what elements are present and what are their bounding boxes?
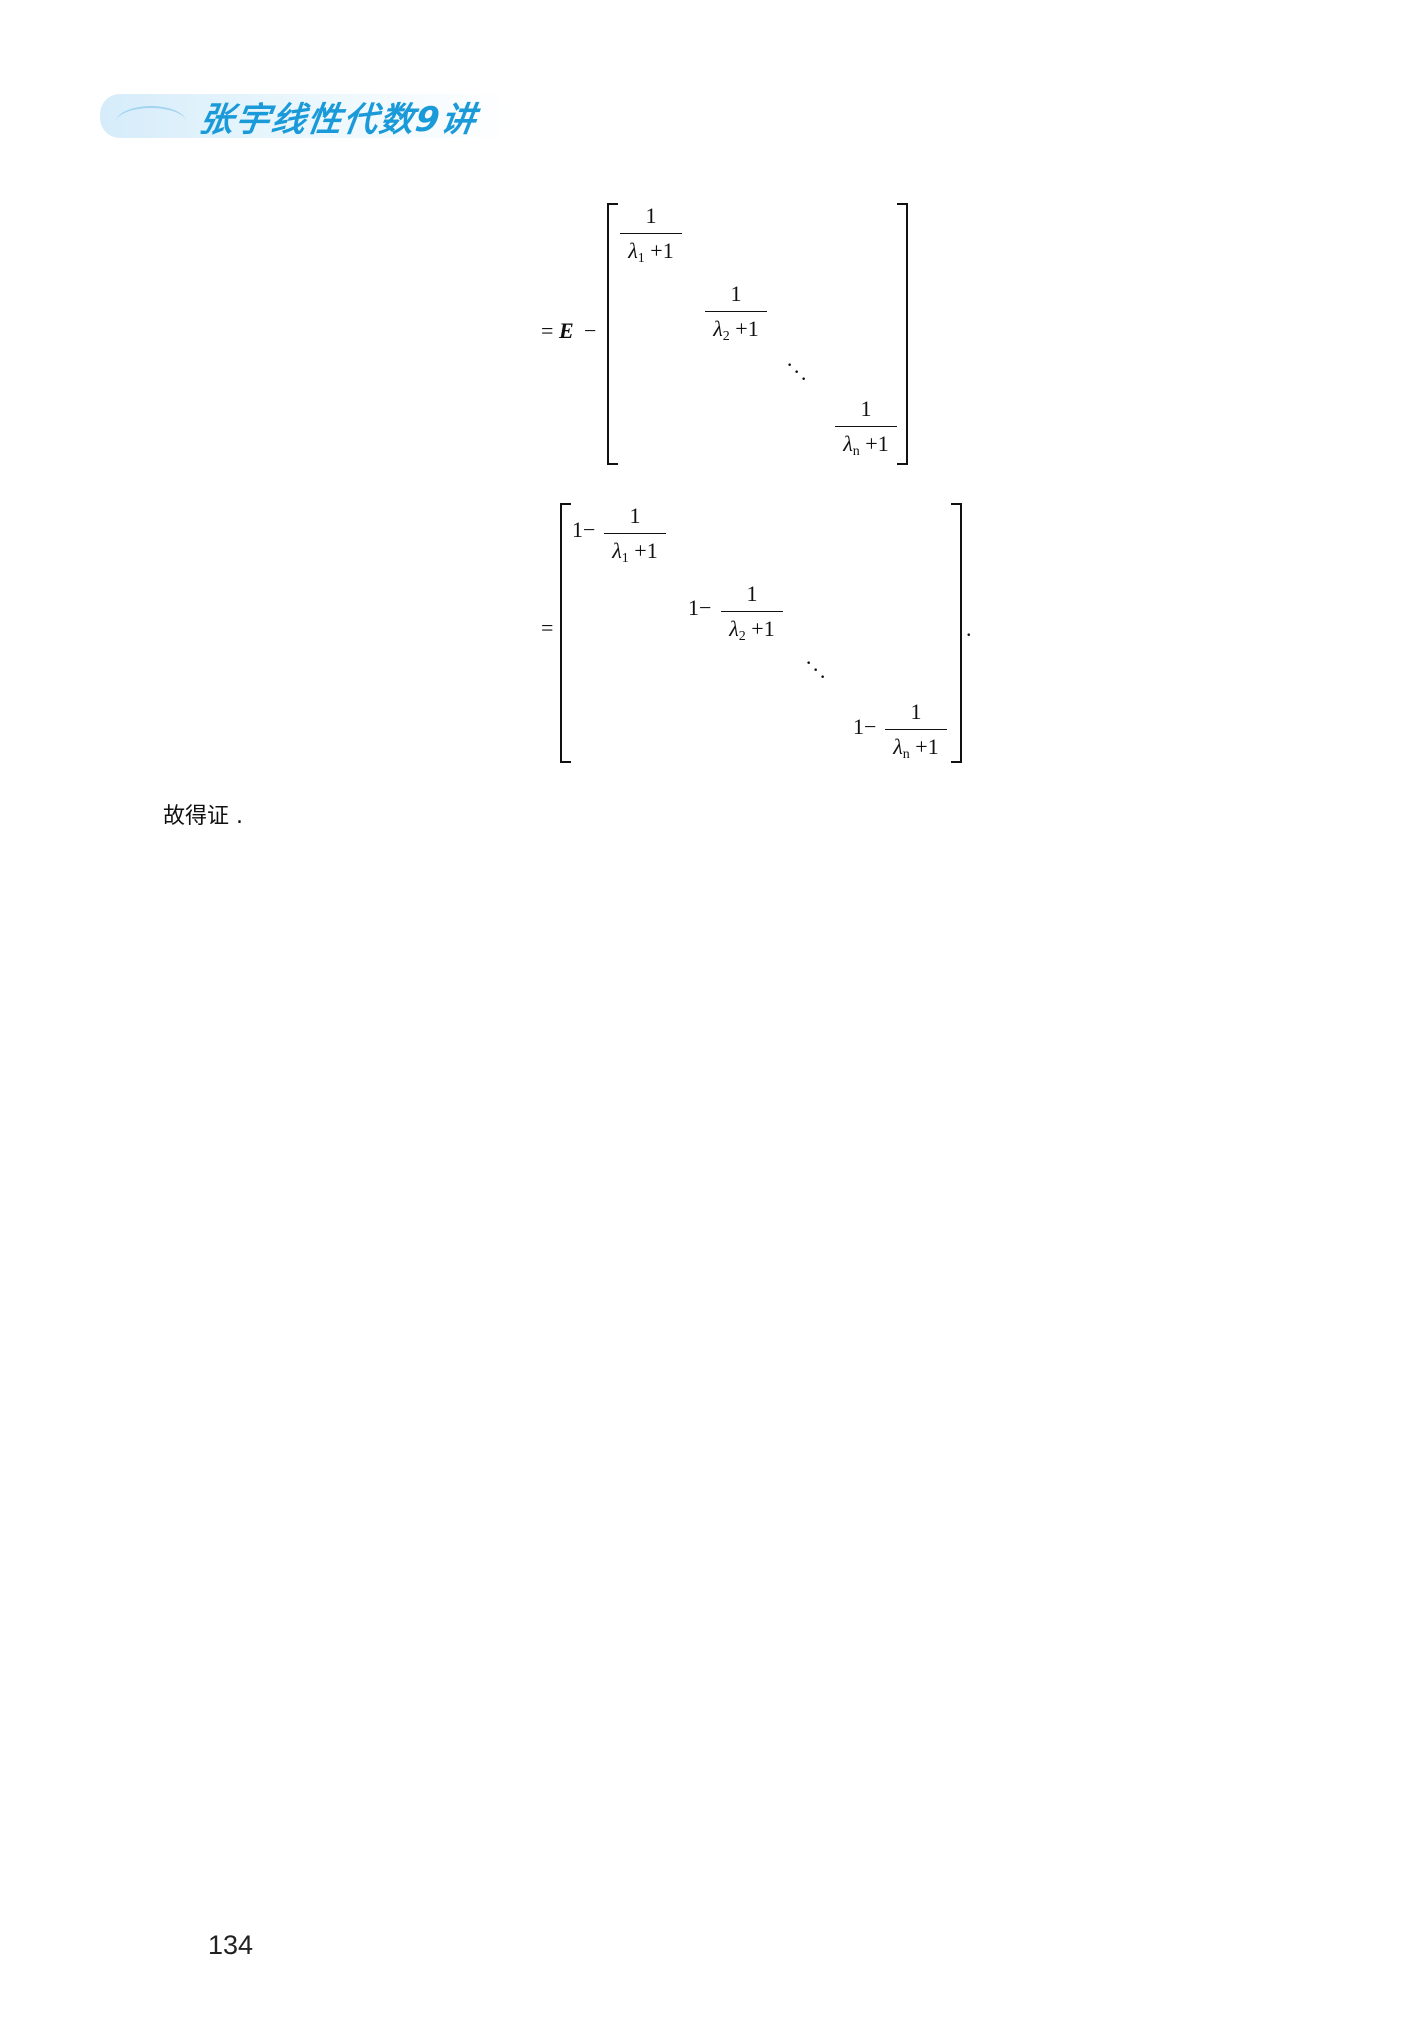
book-header: 张宇线性代数9讲	[100, 86, 510, 146]
eq1-entry-n-numerator: 1	[860, 396, 872, 421]
eq1-entry-2: 1 λ2 +1	[705, 283, 767, 344]
eq2-entry-1-one-minus: 1−	[572, 517, 596, 542]
eq1-entry-n-denominator: λn +1	[843, 431, 889, 459]
fraction-bar	[620, 233, 682, 234]
eq2-entry-2: 1 λ2 +1	[721, 583, 783, 644]
eq2-diagonal-dots: · · ·	[805, 650, 827, 689]
eq1-entry-2-numerator: 1	[730, 281, 742, 306]
eq2-entry-2-one-minus: 1−	[688, 595, 712, 620]
fraction-bar	[705, 311, 767, 312]
eq2-entry-1-denominator: λ1 +1	[612, 538, 658, 566]
eq1-entry-2-denominator: λ2 +1	[713, 316, 759, 344]
eq1-right-bracket	[897, 203, 908, 465]
eq1-entry-1-numerator: 1	[645, 203, 657, 228]
eq1-minus: −	[584, 318, 597, 343]
eq1-diagonal-dots: · · ·	[786, 352, 808, 391]
eq1-left-bracket	[607, 203, 618, 465]
eq1-equals: =	[541, 318, 554, 343]
eq2-entry-1: 1 λ1 +1	[604, 505, 666, 566]
eq2-entry-n: 1 λn +1	[885, 701, 947, 762]
fraction-bar	[604, 533, 666, 534]
eq2-entry-1-numerator: 1	[629, 503, 641, 528]
fraction-bar	[721, 611, 783, 612]
eq2-entry-n-one-minus: 1−	[853, 714, 877, 739]
page-number: 134	[208, 1930, 254, 1960]
eq2-entry-n-numerator: 1	[910, 699, 922, 724]
eq2-entry-2-numerator: 1	[746, 581, 758, 606]
eq1-entry-n: 1 λn +1	[835, 398, 897, 459]
eq1-entry-1-denominator: λ1 +1	[628, 238, 674, 266]
header-swirl-decoration	[116, 106, 186, 138]
eq1-entry-1: 1 λ1 +1	[620, 205, 682, 266]
eq2-entry-2-denominator: λ2 +1	[729, 616, 775, 644]
eq2-right-bracket	[951, 503, 962, 763]
conclusion-text: 故得证 .	[163, 804, 243, 829]
eq2-equals: =	[541, 615, 554, 640]
eq1-identity-E: E	[559, 318, 574, 343]
fraction-bar	[885, 729, 947, 730]
eq2-entry-n-denominator: λn +1	[893, 734, 939, 762]
fraction-bar	[835, 426, 897, 427]
book-title: 张宇线性代数9讲	[196, 99, 480, 140]
eq2-trailing-period: .	[966, 616, 972, 641]
eq2-left-bracket	[560, 503, 571, 763]
